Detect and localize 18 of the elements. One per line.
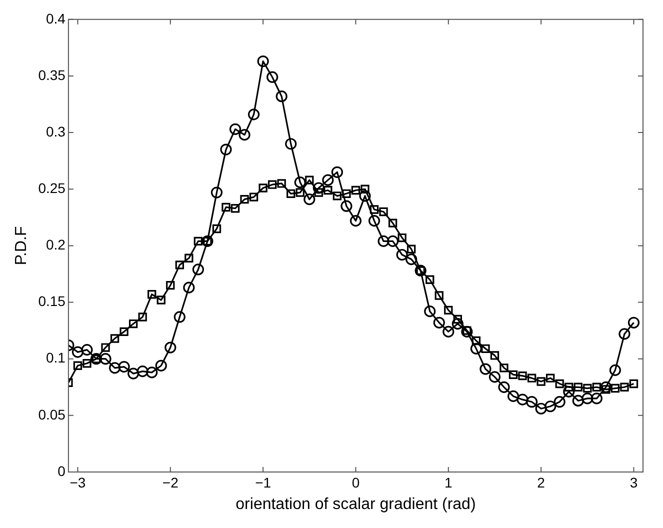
y-tick-label: 0.15	[38, 293, 66, 310]
y-tick-label: 0.05	[38, 406, 66, 422]
x-tick-label: −1	[255, 474, 272, 490]
y-tick-label: 0	[58, 462, 66, 479]
x-tick-label: 3	[630, 474, 638, 490]
x-axis-title: orientation of scalar gradient (rad)	[236, 496, 476, 513]
x-tick-label: 1	[444, 474, 452, 490]
y-tick-label: 0.4	[46, 10, 66, 26]
x-tick-label: 2	[537, 474, 546, 490]
y-tick-label: 0.2	[46, 236, 66, 253]
y-tick-label: 0.3	[46, 123, 66, 140]
y-tick-label: 0.25	[38, 180, 66, 196]
x-tick-label: −3	[70, 474, 86, 490]
y-tick-label: 0.1	[46, 350, 66, 366]
x-tick-label: 0	[352, 474, 360, 490]
y-axis-title: P.D.F	[13, 226, 30, 266]
y-tick-label: 0.35	[38, 66, 66, 83]
x-tick-label: −2	[162, 474, 179, 490]
